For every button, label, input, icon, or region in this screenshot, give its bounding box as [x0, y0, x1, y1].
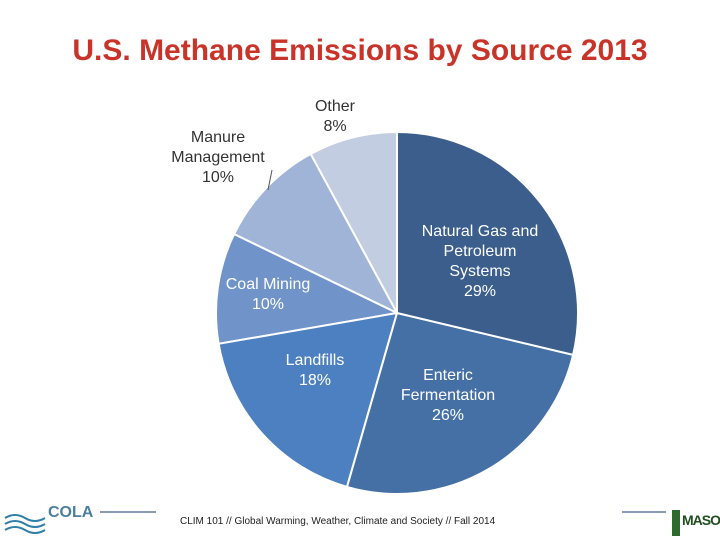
- pie-slice: [217, 311, 399, 489]
- value-label: 10%: [201, 169, 235, 186]
- right-logo: MASON: [682, 512, 720, 528]
- pie-slice: [232, 152, 400, 316]
- logo-waves: [4, 514, 46, 534]
- slice-label: Natural Gas and Petroleum Systems 29%: [413, 222, 548, 302]
- slice-label: Enteric Fermentation 26%: [386, 366, 511, 426]
- pie-slice: [345, 311, 575, 495]
- slice-label: Manure Management 10%: [161, 128, 276, 188]
- slice-label: Other 8%: [295, 97, 375, 137]
- value-label: 10%: [251, 296, 285, 313]
- left-logo: COLA: [48, 504, 94, 521]
- category-label: Manure Management: [171, 129, 265, 166]
- category-label: Natural Gas and Petroleum Systems: [421, 223, 539, 280]
- footer-text: CLIM 101 // Global Warming, Weather, Cli…: [180, 516, 496, 527]
- value-label: 26%: [431, 407, 465, 424]
- category-label: Other: [314, 98, 355, 115]
- slice-label: Coal Mining 10%: [213, 275, 323, 315]
- category-label: Coal Mining: [225, 276, 311, 293]
- pie-slice: [396, 130, 579, 357]
- slice-label: Landfills 18%: [265, 351, 365, 391]
- pie-slice: [309, 130, 398, 314]
- chart-title: U.S. Methane Emissions by Source 2013: [72, 34, 648, 67]
- category-label: Enteric Fermentation: [400, 367, 496, 404]
- logo-mark: [672, 510, 680, 536]
- category-label: Landfills: [285, 352, 345, 369]
- leader-line: [267, 169, 273, 191]
- value-label: 8%: [323, 118, 347, 135]
- pie-slice: [215, 232, 401, 345]
- value-label: 29%: [463, 283, 497, 300]
- value-label: 18%: [298, 372, 332, 389]
